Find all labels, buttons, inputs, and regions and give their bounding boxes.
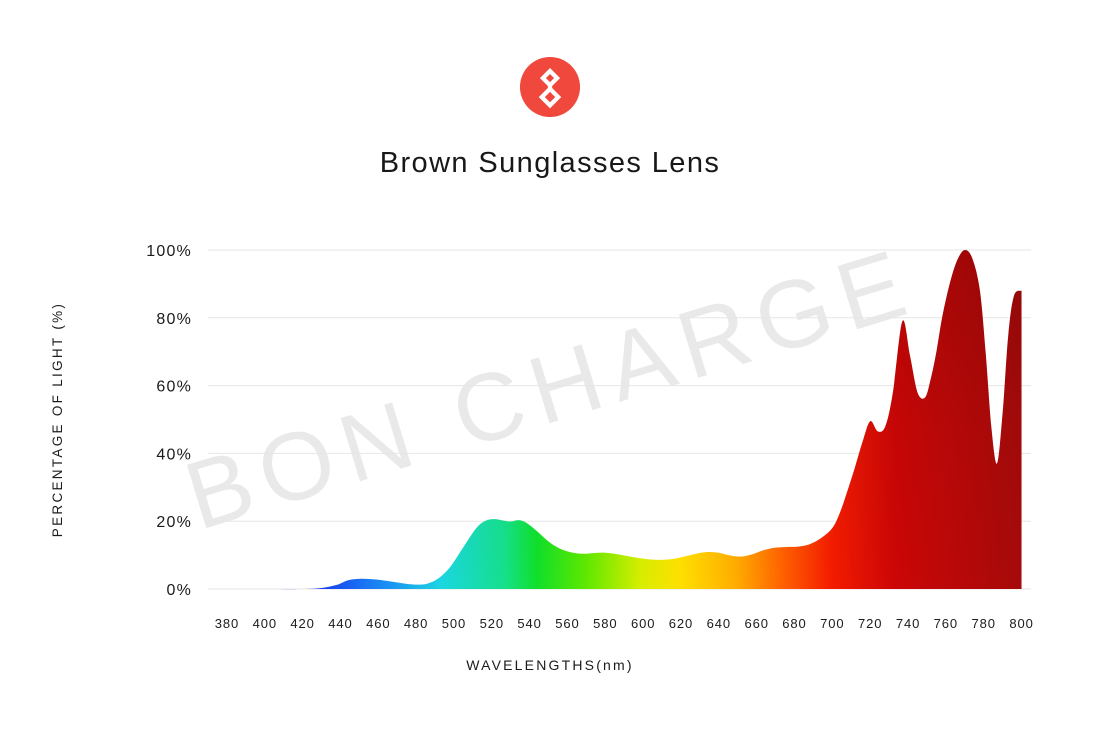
x-tick-label: 520	[480, 616, 504, 631]
data-area-group	[226, 249, 1022, 590]
y-tick-label: 80%	[156, 311, 192, 328]
x-tick-label: 780	[972, 616, 996, 631]
x-tick-labels: 380 400 420 440 460 480 500 520 540 560 580 600 620 6…	[215, 616, 1033, 631]
page-title: Brown Sunglasses Lens	[379, 147, 721, 179]
x-tick-label: 380	[215, 616, 239, 631]
bon-charge-knot-logo-icon	[519, 56, 581, 118]
y-tick-label: 40%	[156, 446, 192, 463]
y-tick-labels: 0% 20% 40% 60% 80% 100%	[146, 243, 192, 599]
x-tick-label: 540	[517, 616, 541, 631]
x-axis-title: WAVELENGTHS(nm)	[466, 657, 634, 673]
x-tick-label: 640	[707, 616, 731, 631]
x-tick-label: 400	[253, 616, 277, 631]
y-tick-label: 0%	[166, 582, 192, 599]
x-tick-label: 700	[820, 616, 844, 631]
x-tick-label: 600	[631, 616, 655, 631]
chart-header: Brown Sunglasses Lens	[0, 0, 1100, 180]
x-tick-label: 720	[858, 616, 882, 631]
transmission-area-shade	[226, 249, 1022, 590]
transmission-area	[226, 249, 1022, 590]
logo-knot-glyph	[538, 68, 562, 109]
watermark-label: BON CHARGE	[174, 227, 928, 550]
y-tick-label: 20%	[156, 514, 192, 531]
watermark: BON CHARGE	[174, 227, 928, 550]
x-tick-label: 680	[782, 616, 806, 631]
y-axis-title-text: PERCENTAGE OF LIGHT (%)	[50, 301, 66, 537]
y-tick-label: 100%	[146, 243, 192, 260]
y-axis-title: PERCENTAGE OF LIGHT (%)	[47, 246, 69, 592]
x-tick-label: 660	[744, 616, 768, 631]
x-tick-label: 460	[366, 616, 390, 631]
y-tick-label: 60%	[156, 379, 192, 396]
x-tick-label: 420	[290, 616, 314, 631]
x-tick-label: 740	[896, 616, 920, 631]
gridlines	[208, 249, 1031, 590]
x-tick-label: 480	[404, 616, 428, 631]
x-tick-label: 500	[442, 616, 466, 631]
x-tick-label: 760	[934, 616, 958, 631]
x-tick-label: 560	[555, 616, 579, 631]
x-tick-label: 620	[669, 616, 693, 631]
x-tick-label: 440	[328, 616, 352, 631]
x-tick-label: 580	[593, 616, 617, 631]
x-tick-label: 800	[1009, 616, 1033, 631]
